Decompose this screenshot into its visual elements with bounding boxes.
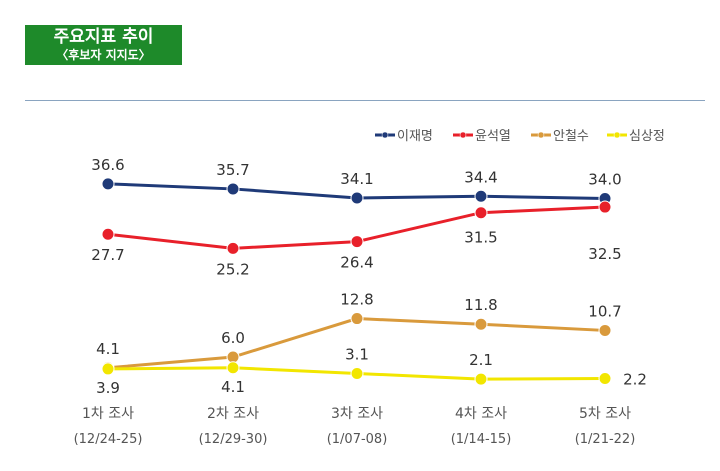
data-point [226, 182, 240, 196]
data-label: 34.0 [588, 171, 621, 189]
data-label: 11.8 [464, 296, 497, 314]
data-label: 36.6 [91, 156, 124, 174]
page-subtitle: 〈후보자 지지도〉 [56, 48, 151, 62]
x-tick-label: 1차 조사 [82, 406, 134, 422]
data-point [226, 350, 240, 364]
data-point [350, 312, 364, 326]
data-label: 4.1 [221, 378, 245, 396]
data-point [226, 241, 240, 255]
data-label: 26.4 [340, 254, 373, 272]
data-point [350, 235, 364, 249]
data-label: 2.1 [469, 351, 493, 369]
data-point [101, 362, 115, 376]
data-point [350, 191, 364, 205]
data-point [598, 372, 612, 386]
legend-label: 윤석열 [475, 129, 511, 144]
legend-marker [381, 131, 389, 139]
data-point [101, 227, 115, 241]
data-point [598, 200, 612, 214]
data-label: 3.9 [96, 379, 120, 397]
data-label: 10.7 [588, 302, 621, 320]
data-label: 3.1 [345, 345, 369, 363]
x-tick-label: 3차 조사 [331, 406, 383, 422]
legend-label: 심상정 [629, 129, 665, 144]
data-label: 35.7 [216, 161, 249, 179]
page-title: 주요지표 추이 [53, 27, 154, 47]
legend-label: 안철수 [553, 129, 589, 144]
data-point [474, 317, 488, 331]
x-tick-date: (12/29-30) [199, 432, 268, 447]
data-label: 12.8 [340, 291, 373, 309]
x-tick-label: 4차 조사 [455, 406, 507, 422]
data-point [226, 361, 240, 375]
legend-marker [613, 131, 621, 139]
x-tick-date: (1/21-22) [575, 432, 636, 447]
data-point [474, 372, 488, 386]
data-label: 6.0 [221, 329, 245, 347]
legend-marker [537, 131, 545, 139]
x-tick-date: (1/14-15) [451, 432, 512, 447]
data-label: 32.5 [588, 245, 621, 263]
x-tick-date: (1/07-08) [327, 432, 388, 447]
title-box: 주요지표 추이 〈후보자 지지도〉 [25, 25, 182, 65]
x-tick-label: 5차 조사 [579, 406, 631, 422]
legend-label: 이재명 [397, 129, 433, 144]
divider [25, 100, 705, 101]
data-label: 34.4 [464, 168, 497, 186]
data-label: 4.1 [96, 340, 120, 358]
data-label: 34.1 [340, 170, 373, 188]
data-point [474, 189, 488, 203]
data-label: 31.5 [464, 229, 497, 247]
x-tick-date: (12/24-25) [74, 432, 143, 447]
data-point [474, 206, 488, 220]
data-label: 2.2 [623, 371, 647, 389]
data-label: 25.2 [216, 260, 249, 278]
x-tick-label: 2차 조사 [207, 406, 259, 422]
legend-marker [459, 131, 467, 139]
data-point [350, 366, 364, 380]
data-label: 27.7 [91, 246, 124, 264]
data-point [598, 323, 612, 337]
data-point [101, 177, 115, 191]
